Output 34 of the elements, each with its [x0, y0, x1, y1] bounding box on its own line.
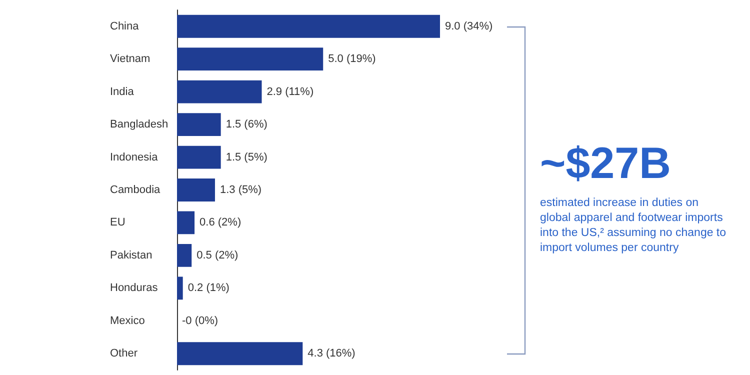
data-label: 0.6 (2%)	[200, 216, 242, 229]
bar	[177, 211, 195, 234]
y-tick-label: Other	[110, 348, 138, 360]
bar	[177, 48, 324, 71]
bar	[177, 14, 440, 38]
y-tick-label: Honduras	[110, 282, 158, 294]
bar	[177, 113, 221, 136]
bar	[177, 178, 215, 202]
data-label: 1.3 (5%)	[220, 184, 262, 196]
data-label: 0.2 (1%)	[188, 282, 230, 294]
y-tick-label: Pakistan	[110, 249, 152, 262]
text: estimated increase in duties on global apparel and footwear imports into the US,² assuming no change to import volumes per country	[540, 196, 728, 256]
data-label: 1.5 (6%)	[226, 118, 268, 131]
y-tick-label: Indonesia	[110, 151, 159, 164]
data-label: -0 (0%)	[182, 314, 218, 327]
bar	[177, 80, 262, 104]
y-tick-label: EU	[110, 216, 126, 229]
y-tick-label: Cambodia	[110, 184, 162, 196]
text: ~$27B	[540, 139, 672, 188]
bar	[177, 276, 183, 300]
y-tick-label: Mexico	[110, 314, 145, 327]
y-tick-label: India	[110, 86, 135, 98]
data-label: 9.0 (34%)	[445, 20, 493, 32]
y-tick-label: Bangladesh	[110, 118, 168, 131]
data-label: 0.5 (2%)	[196, 249, 238, 262]
bar	[177, 244, 192, 267]
data-label: 4.3 (16%)	[308, 348, 356, 360]
data-label: 2.9 (11%)	[266, 86, 314, 98]
data-label: 5.0 (19%)	[328, 53, 376, 66]
bar	[177, 146, 221, 169]
y-tick-label: Vietnam	[110, 53, 150, 66]
bar	[177, 342, 303, 366]
y-tick-label: China	[110, 20, 140, 32]
data-label: 1.5 (5%)	[226, 151, 268, 164]
